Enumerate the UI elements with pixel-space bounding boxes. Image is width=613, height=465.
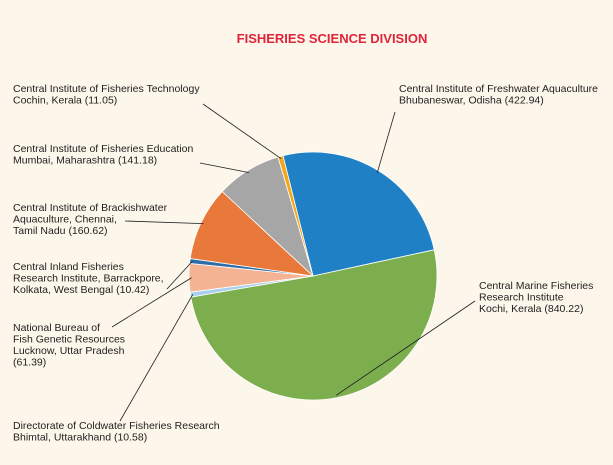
- slice-label-line: Central Institute of Fisheries Technolog…: [13, 83, 200, 95]
- pie-slices: [188, 151, 438, 401]
- slice-label-line: Kolkata, West Bengal (10.42): [13, 284, 149, 296]
- slice-label-line: Fish Genetic Resources: [13, 334, 125, 346]
- slice-labels: Central Institute of Freshwater Aquacult…: [13, 83, 598, 444]
- slice-label-line: Mumbai, Maharashtra (141.18): [13, 155, 157, 167]
- slice-label-6: Central Institute of Fisheries Education…: [13, 143, 194, 167]
- slice-label-line: Aquaculture, Chennai,: [13, 214, 117, 226]
- leader-line-3: [111, 277, 192, 328]
- slice-label-line: Kochi, Kerala (840.22): [479, 303, 583, 315]
- slice-label-line: Central Institute of Brackishwater: [13, 202, 168, 214]
- slice-label-line: Research Institute: [479, 292, 564, 304]
- slice-label-line: Central Marine Fisheries: [479, 280, 593, 292]
- slice-label-line: Research Institute, Barrackpore,: [13, 273, 164, 285]
- slice-label-line: Cochin, Kerala (11.05): [13, 95, 117, 107]
- slice-label-4: Central Inland Fisheries Research Institu…: [13, 261, 164, 296]
- leader-line-0: [376, 111, 396, 173]
- slice-label-line: Lucknow, Uttar Pradesh: [13, 345, 125, 357]
- leader-line-5: [124, 220, 204, 225]
- slice-label-0: Central Institute of Freshwater Aquacult…: [399, 83, 598, 107]
- leader-line-4: [166, 261, 193, 290]
- slice-label-7: Central Institute of Fisheries Technolog…: [13, 83, 200, 107]
- pie-slice-5: [189, 190, 315, 277]
- slice-label-line: Bhimtal, Uttarakhand (10.58): [13, 432, 147, 444]
- slice-label-line: Directorate of Coldwater Fisheries Resea…: [13, 420, 220, 432]
- leader-line-6: [199, 162, 250, 174]
- slice-label-line: Central Inland Fisheries: [13, 261, 124, 273]
- slice-label-line: Tamil Nadu (160.62): [13, 225, 108, 237]
- slice-label-line: (61.39): [13, 357, 46, 369]
- leader-line-2: [119, 294, 194, 422]
- chart-title: FISHERIES SCIENCE DIVISION: [237, 31, 428, 46]
- slice-label-line: Central Institute of Freshwater Aquacult…: [399, 83, 598, 95]
- slice-label-5: Central Institute of Brackishwater Aquacu…: [13, 202, 168, 237]
- leader-line-7: [202, 103, 282, 160]
- slice-label-1: Central Marine Fisheries Research Institu…: [479, 280, 593, 315]
- pie-slice-0: [282, 151, 435, 277]
- slice-label-line: Central Institute of Fisheries Education: [13, 143, 194, 155]
- leader-line-1: [335, 300, 476, 396]
- slice-label-2: Directorate of Coldwater Fisheries Resea…: [13, 420, 220, 444]
- slice-label-3: National Bureau of Fish Genetic Resources…: [13, 322, 125, 369]
- slice-label-line: National Bureau of: [13, 322, 100, 334]
- pie-slice-7: [277, 155, 314, 277]
- leader-lines: [111, 103, 476, 422]
- pie-slice-1: [190, 249, 438, 401]
- slice-label-line: Bhubaneswar, Odisha (422.94): [399, 95, 544, 107]
